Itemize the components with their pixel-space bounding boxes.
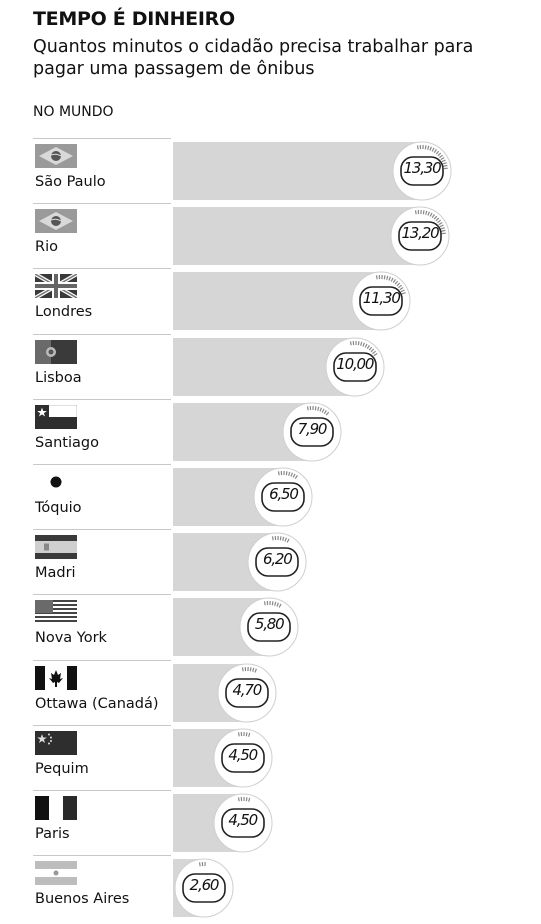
spain-flag-icon [35,535,77,560]
bar-row: Londres 11,30 [33,268,503,333]
category-label: Paris [35,826,70,842]
brazil-flag-icon [35,209,77,234]
row-divider [33,464,171,465]
chile-flag-icon [35,404,77,429]
bar-row: Buenos Aires 2,60 [33,855,503,920]
portugal-flag-icon [35,339,77,364]
value-label: 13,20 [401,224,439,243]
uk-flag-icon [35,274,77,299]
category-label: São Paulo [35,174,106,190]
row-divider [33,659,171,661]
category-label: Madri [35,565,76,582]
argentina-flag-icon [35,861,77,886]
chart-subtitle: Quantos minutos o cidadão precisa trabal… [33,37,474,79]
bar-row: Pequim 4,50 [33,724,503,790]
bar-row: Santiago 7,90 [33,398,503,464]
row-divider [33,855,171,857]
value-label: 2,60 [189,876,220,895]
value-label: 7,90 [297,419,328,438]
category-label: Pequim [35,760,89,777]
category-label: Ottawa (Canadá) [35,695,159,712]
value-dial [325,337,385,397]
bar-row: Lisboa 10,00 [33,333,503,399]
value-dial [217,663,277,723]
bar-row: São Paulo 13,30 [33,138,503,203]
category-label: Nova York [35,630,107,647]
value-dial [351,271,411,331]
japan-flag-icon [35,470,77,494]
value-label: 10,00 [336,354,374,373]
canada-flag-icon [35,665,77,690]
value-dial [282,402,342,462]
value-label: 4,50 [228,811,258,829]
row-divider [33,268,171,270]
value-dial [392,141,452,201]
brazil-flag-icon [35,144,77,168]
value-dial [253,467,313,527]
row-divider [33,790,171,791]
value-label: 5,80 [254,615,285,634]
bar-row: Ottawa (Canadá) 4,70 [33,659,503,725]
category-label: Tóquio [35,500,82,516]
value-label: 11,30 [362,289,401,308]
bar-row: Tóquio 6,50 [33,464,503,529]
category-label: Lisboa [35,369,82,386]
bar-row: Nova York 5,80 [33,594,503,659]
category-label: Rio [35,239,58,256]
value-label: 6,20 [263,550,293,569]
row-divider [33,203,171,205]
row-divider [33,529,171,531]
section-label: NO MUNDO [33,104,114,120]
row-divider [33,333,171,335]
bar-row: Rio 13,20 [33,203,503,268]
row-divider [33,138,171,139]
category-label: Santiago [35,434,99,451]
value-dial [239,597,299,657]
usa-flag-icon [35,600,77,625]
value-label: 13,30 [403,159,442,177]
value-label: 4,70 [232,680,262,699]
value-dial [247,532,307,592]
france-flag-icon [35,796,77,820]
row-divider [33,594,171,596]
bar-row: Madri 6,20 [33,529,503,594]
category-label: Buenos Aires [35,891,130,908]
row-divider [33,724,171,726]
bar [173,142,422,200]
bar [173,272,382,331]
category-label: Londres [35,304,93,321]
bar-row: Paris 4,50 [33,790,503,855]
china-flag-icon [35,730,77,755]
value-dial [390,206,450,266]
chart-title: TEMPO É DINHEIRO [33,8,235,30]
bar [173,337,355,396]
value-label: 6,50 [269,485,299,503]
value-label: 4,50 [228,745,258,764]
value-dial [213,793,273,853]
row-divider [33,398,171,400]
value-dial [174,858,234,918]
bar [173,207,420,266]
value-dial [213,728,273,788]
